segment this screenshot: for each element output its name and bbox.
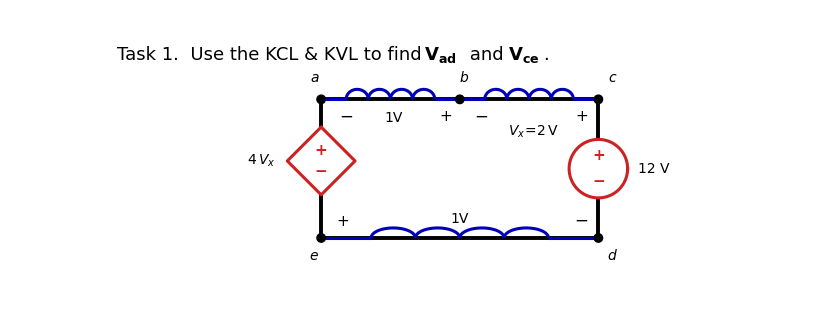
Circle shape: [317, 234, 325, 242]
Text: +: +: [591, 148, 604, 163]
Text: +: +: [314, 143, 327, 158]
Text: Task 1.  Use the KCL & KVL to find: Task 1. Use the KCL & KVL to find: [117, 46, 427, 64]
Text: b: b: [459, 72, 467, 85]
Text: −: −: [591, 174, 604, 189]
Circle shape: [594, 234, 602, 242]
Text: $\mathbf{V}_{\mathbf{ce}}$: $\mathbf{V}_{\mathbf{ce}}$: [507, 45, 538, 65]
Text: $\mathbf{V}_{\mathbf{ad}}$: $\mathbf{V}_{\mathbf{ad}}$: [423, 45, 456, 65]
Text: a: a: [310, 72, 319, 85]
Text: +: +: [336, 213, 349, 229]
Text: +: +: [439, 109, 452, 124]
Text: 12 V: 12 V: [638, 162, 669, 176]
Text: −: −: [574, 212, 588, 230]
Circle shape: [594, 95, 602, 104]
Text: d: d: [607, 249, 616, 264]
Text: e: e: [308, 249, 318, 264]
Text: $4\,V_x$: $4\,V_x$: [246, 153, 275, 169]
Text: and: and: [463, 46, 509, 64]
Circle shape: [317, 95, 325, 104]
Text: −: −: [338, 107, 352, 125]
Text: 1V: 1V: [384, 111, 402, 125]
Text: c: c: [608, 72, 615, 85]
Circle shape: [455, 95, 463, 104]
Text: +: +: [575, 109, 587, 124]
Text: $V_x\!=\!2\,\mathrm{V}$: $V_x\!=\!2\,\mathrm{V}$: [507, 124, 557, 140]
Text: −: −: [314, 164, 327, 179]
Text: 1V: 1V: [450, 213, 468, 227]
Text: −: −: [474, 107, 488, 125]
Text: .: .: [543, 46, 548, 64]
